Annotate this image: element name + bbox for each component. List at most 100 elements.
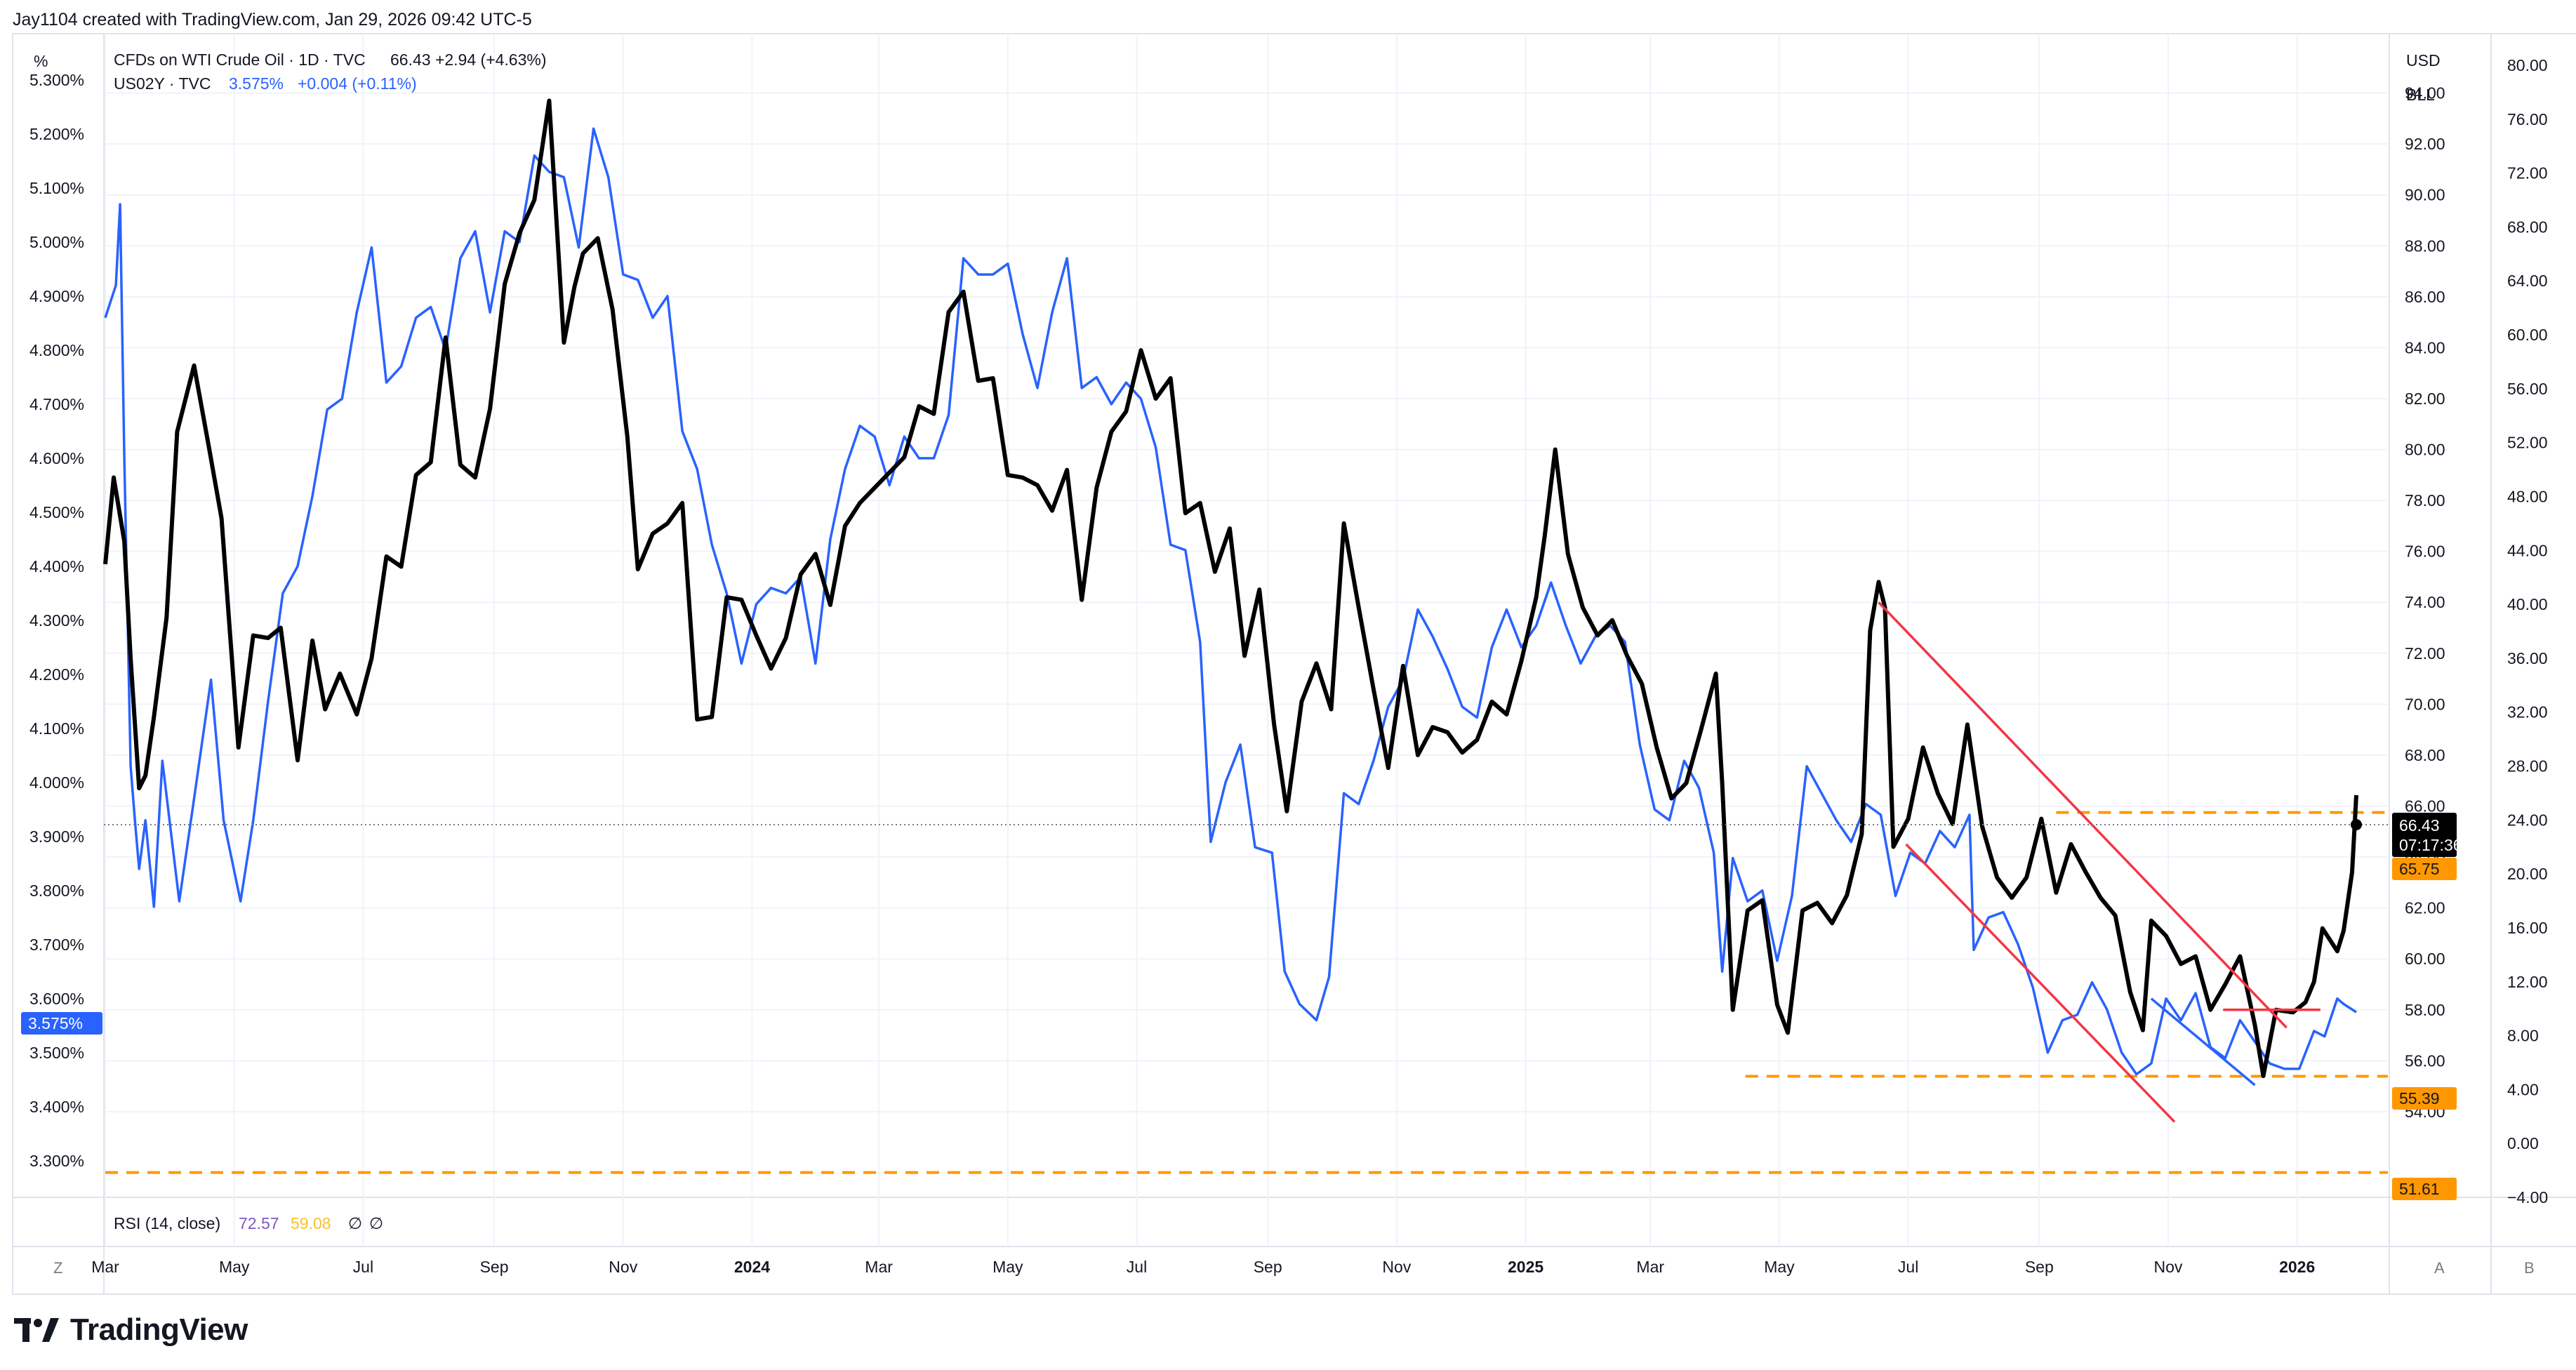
bll-axis-tick-label: 64.00	[2507, 272, 2548, 290]
rsi-label[interactable]: RSI (14, close)	[114, 1214, 220, 1232]
wti-oil-line	[103, 98, 2358, 1079]
trendline-1	[1905, 843, 2176, 1123]
bll-axis-tick-label: 8.00	[2507, 1027, 2539, 1045]
rsi-extra-2: ∅	[369, 1214, 383, 1232]
bll-axis-tick-label: 56.00	[2507, 380, 2548, 398]
trendline-0	[1878, 601, 2288, 1029]
usd-axis-tick-label: 62.00	[2405, 899, 2445, 917]
usd-axis-tick-label: 68.00	[2405, 746, 2445, 764]
usd-axis-tick-label: 80.00	[2405, 441, 2445, 459]
time-axis-label: May	[1764, 1258, 1795, 1276]
usd-axis-tick-label: 76.00	[2405, 543, 2445, 561]
svg-text:51.61: 51.61	[2399, 1180, 2440, 1198]
legend-oil-values: 66.43 +2.94 (+4.63%)	[390, 51, 547, 69]
oil-last-point	[2351, 819, 2362, 830]
rsi-value: 72.57	[239, 1214, 279, 1232]
left-axis-tick-label: 4.400%	[29, 557, 84, 576]
time-axis-label: Nov	[2154, 1258, 2183, 1276]
bll-axis-tick-label: 40.00	[2507, 595, 2548, 613]
bll-axis-tick-label: 76.00	[2507, 110, 2548, 128]
left-axis-tick-label: 4.000%	[29, 773, 84, 792]
rsi-ma-value: 59.08	[291, 1214, 331, 1232]
time-axis-label: Mar	[91, 1258, 119, 1276]
trend-lines	[1878, 601, 2321, 1123]
time-axis-label: Mar	[1636, 1258, 1664, 1276]
bll-axis-tick-label: 24.00	[2507, 811, 2548, 829]
legend-oil-name[interactable]: CFDs on WTI Crude Oil · 1D · TVC	[114, 51, 366, 69]
svg-text:65.75: 65.75	[2399, 860, 2440, 878]
bll-axis-tick-label: 44.00	[2507, 541, 2548, 559]
yield-last-price-tag: 3.575%	[21, 1012, 102, 1035]
left-axis-tick-label: 3.900%	[29, 827, 84, 846]
right-usd-axis-ticks: 94.00 92.00 90.00 88.00 86.00 84.00 82.00 80.00…	[2405, 84, 2445, 1121]
bll-axis-tick-label: 48.00	[2507, 487, 2548, 505]
grid-lines	[105, 34, 2388, 1246]
time-axis-label: 2024	[734, 1258, 770, 1276]
left-axis-tick-label: 4.500%	[29, 503, 84, 521]
time-axis-ticks[interactable]: Mar May Jul Sep Nov 2024 Mar May Jul Sep Nov 2025 Ma…	[91, 1258, 2315, 1276]
usd-axis-tick-label: 74.00	[2405, 593, 2445, 611]
rsi-extra-1: ∅	[348, 1214, 362, 1232]
usd-axis-tick-label: 82.00	[2405, 390, 2445, 408]
bll-axis-tick-label: 80.00	[2507, 56, 2548, 74]
time-axis-label: Sep	[1254, 1258, 1282, 1276]
bll-axis-tick-label: 52.00	[2507, 434, 2548, 452]
zoom-button[interactable]: Z	[53, 1259, 62, 1277]
left-axis-tick-label: 4.800%	[29, 341, 84, 359]
left-axis-tick-label: 4.600%	[29, 449, 84, 467]
left-axis-tick-label: 5.100%	[29, 179, 84, 197]
bll-axis-tick-label: 16.00	[2507, 919, 2548, 937]
left-axis-tick-label: 4.100%	[29, 719, 84, 738]
usd-axis-tick-label: 66.00	[2405, 797, 2445, 815]
bll-axis-tick-label: 4.00	[2507, 1080, 2539, 1098]
chart-caption: Jay1104 created with TradingView.com, Ja…	[13, 10, 532, 29]
tradingview-logo-icon	[14, 1318, 59, 1342]
bll-axis-tick-label: 20.00	[2507, 865, 2548, 883]
right-scale-usd-label[interactable]: USD	[2406, 51, 2441, 69]
svg-text:3.575%: 3.575%	[28, 1014, 83, 1032]
usd-axis-tick-label: 60.00	[2405, 950, 2445, 968]
level-51-tag: 51.61	[2392, 1178, 2457, 1200]
usd-axis-tick-label: 84.00	[2405, 338, 2445, 357]
legend-us02y-name[interactable]: US02Y · TVC	[114, 74, 211, 93]
usd-axis-tick-label: 86.00	[2405, 288, 2445, 306]
brand-name: TradingView	[70, 1312, 248, 1347]
left-axis-tick-label: 5.300%	[29, 71, 84, 89]
time-axis-label: Sep	[2025, 1258, 2054, 1276]
left-scale-unit[interactable]: %	[34, 52, 48, 70]
bll-axis-tick-label: 68.00	[2507, 218, 2548, 236]
tradingview-brand[interactable]: TradingView	[14, 1309, 248, 1351]
usd-axis-tick-label: 56.00	[2405, 1051, 2445, 1070]
usd-axis-tick-label: 72.00	[2405, 644, 2445, 663]
usd-axis-tick-label: 70.00	[2405, 695, 2445, 713]
legend-us02y-last: 3.575%	[229, 74, 284, 93]
time-axis-label: Nov	[1382, 1258, 1411, 1276]
time-axis-label: Jul	[1898, 1258, 1918, 1276]
left-axis-tick-label: 4.700%	[29, 395, 84, 413]
legend-us02y-change: +0.004 (+0.11%)	[298, 74, 417, 93]
svg-text:55.39: 55.39	[2399, 1089, 2440, 1108]
bll-axis-tick-label: 72.00	[2507, 164, 2548, 182]
time-axis-label: 2026	[2279, 1258, 2315, 1276]
left-axis-tick-label: 3.600%	[29, 990, 84, 1008]
time-axis-label: Jul	[353, 1258, 373, 1276]
time-axis-label: 2025	[1508, 1258, 1543, 1276]
left-axis-tick-label: 4.300%	[29, 611, 84, 630]
left-axis-tick-label: 4.900%	[29, 287, 84, 305]
time-axis-label: Sep	[480, 1258, 509, 1276]
usd-axis-tick-label: 88.00	[2405, 237, 2445, 255]
time-axis-label: May	[992, 1258, 1023, 1276]
right-scale-bll-label[interactable]: BLL	[2406, 86, 2435, 104]
level-65-tag: 65.75	[2392, 858, 2457, 880]
us02y-line	[104, 127, 2357, 1076]
left-axis-ticks: 5.300% 5.200% 5.100% 5.000% 4.900% 4.800% 4.70…	[29, 71, 84, 1170]
usd-axis-tick-label: 90.00	[2405, 186, 2445, 204]
auto-scale-a-button[interactable]: A	[2434, 1259, 2445, 1277]
auto-scale-b-button[interactable]: B	[2524, 1259, 2535, 1277]
bll-axis-tick-label: 60.00	[2507, 326, 2548, 344]
left-axis-tick-label: 3.300%	[29, 1152, 84, 1170]
bar-countdown: 07:17:36	[2399, 836, 2462, 854]
usd-axis-tick-label: 92.00	[2405, 135, 2445, 153]
usd-axis-tick-label: 78.00	[2405, 491, 2445, 510]
